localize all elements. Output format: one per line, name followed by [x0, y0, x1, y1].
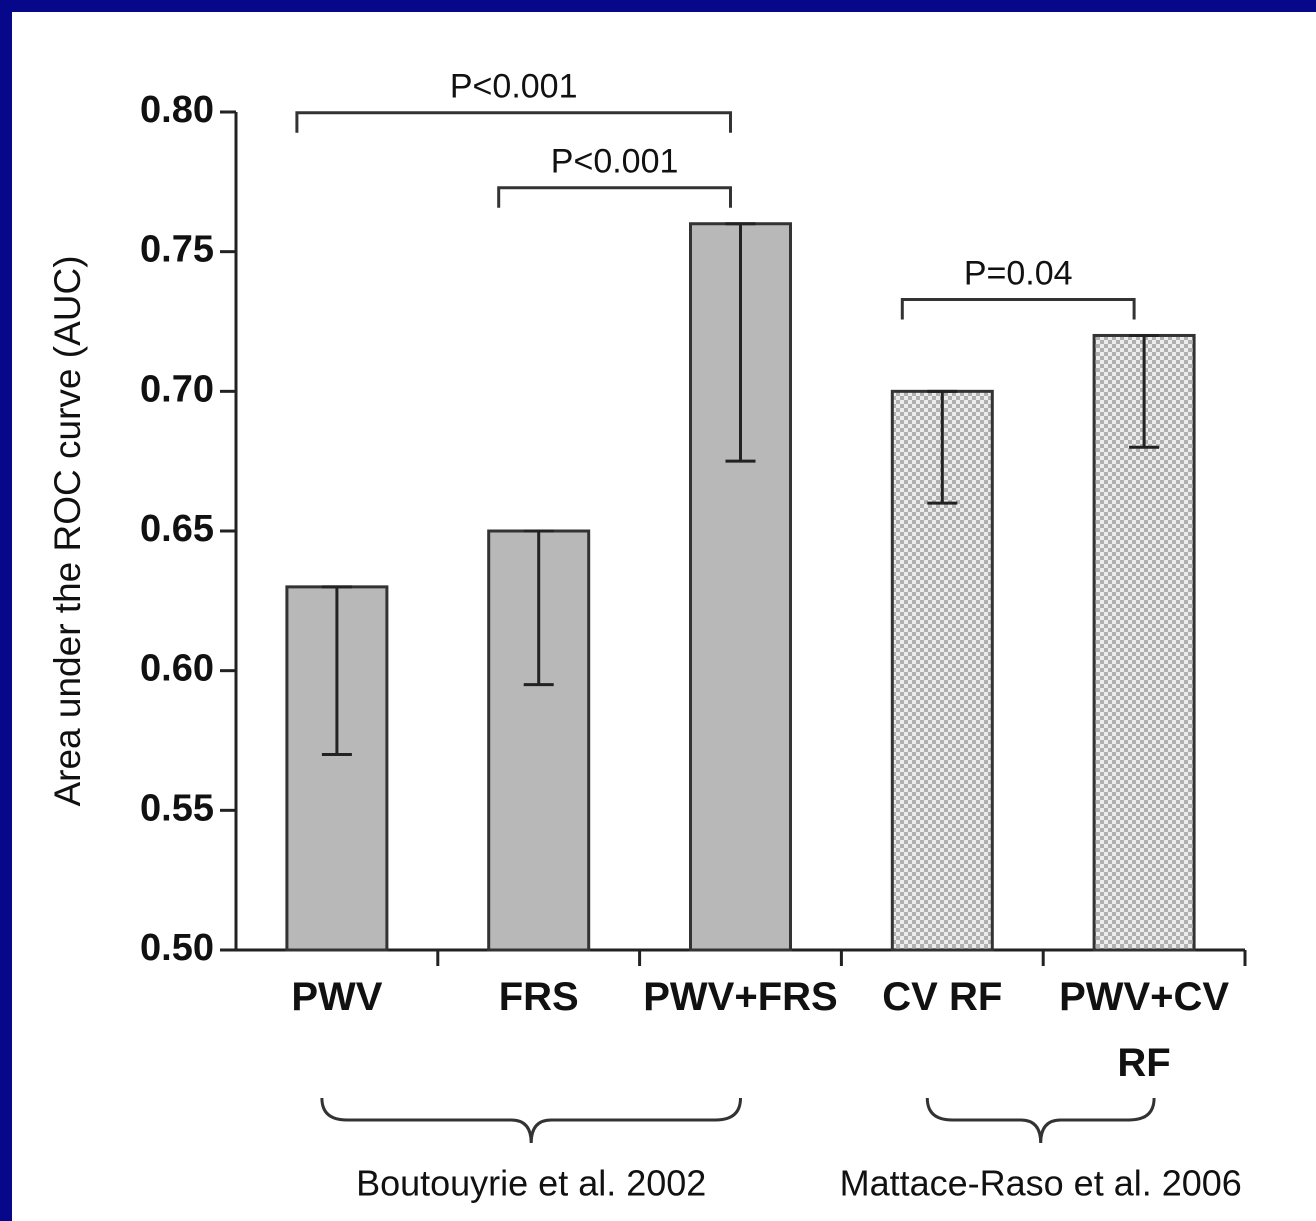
y-tick-label: 0.70 — [140, 368, 214, 410]
significance-label: P=0.04 — [964, 254, 1073, 292]
x-tick-label: PWV+CV RF — [1059, 975, 1230, 1085]
error-bar — [725, 222, 756, 463]
error-bar — [523, 529, 554, 687]
error-bar — [321, 585, 352, 756]
group-brace — [320, 1097, 742, 1144]
error-bar — [1129, 333, 1160, 449]
y-tick-label: 0.65 — [140, 508, 214, 550]
group-brace — [925, 1097, 1156, 1144]
significance-label: P<0.001 — [450, 68, 578, 106]
y-tick-label: 0.80 — [140, 89, 214, 131]
y-tick-label: 0.75 — [140, 229, 214, 271]
error-bar — [927, 389, 958, 505]
significance-bracket — [900, 297, 1136, 320]
x-tick-label: PWV — [291, 975, 383, 1019]
y-tick-label: 0.55 — [140, 787, 214, 829]
y-tick-label: 0.60 — [140, 648, 214, 690]
x-tick-label: CV RF — [882, 975, 1003, 1019]
group-label: Mattace-Raso et al. 2006 — [840, 1163, 1242, 1204]
significance-bracket — [497, 186, 732, 208]
group-label: Boutouyrie et al. 2002 — [356, 1163, 706, 1204]
y-axis-label: Area under the ROC curve (AUC) — [47, 255, 88, 806]
x-tick-label: FRS — [498, 975, 579, 1019]
significance-bracket — [295, 111, 732, 133]
y-tick-label: 0.50 — [140, 927, 214, 969]
x-tick-label: PWV+FRS — [643, 975, 838, 1019]
significance-label: P<0.001 — [551, 143, 679, 181]
